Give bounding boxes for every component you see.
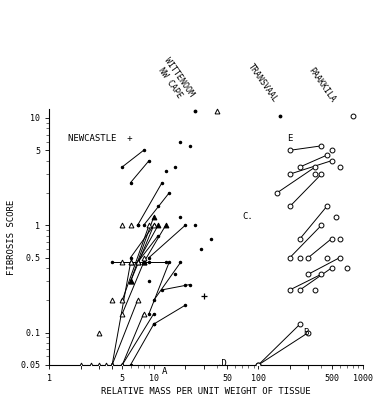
X-axis label: RELATIVE MASS PER UNIT WEIGHT OF TISSUE: RELATIVE MASS PER UNIT WEIGHT OF TISSUE [101, 387, 311, 396]
Y-axis label: FIBROSIS SCORE: FIBROSIS SCORE [7, 199, 16, 275]
Text: E: E [288, 133, 293, 143]
Text: PAAKKILA: PAAKKILA [307, 66, 337, 104]
Text: .D: .D [217, 359, 228, 368]
Text: A: A [162, 368, 168, 376]
Text: TRANSVAAL: TRANSVAAL [246, 62, 279, 104]
Text: B: B [304, 328, 309, 337]
Text: C.: C. [242, 212, 253, 221]
Text: NEWCASTLE  +: NEWCASTLE + [68, 133, 132, 143]
Text: WITTENOOM
NW CAPE: WITTENOOM NW CAPE [154, 56, 196, 104]
